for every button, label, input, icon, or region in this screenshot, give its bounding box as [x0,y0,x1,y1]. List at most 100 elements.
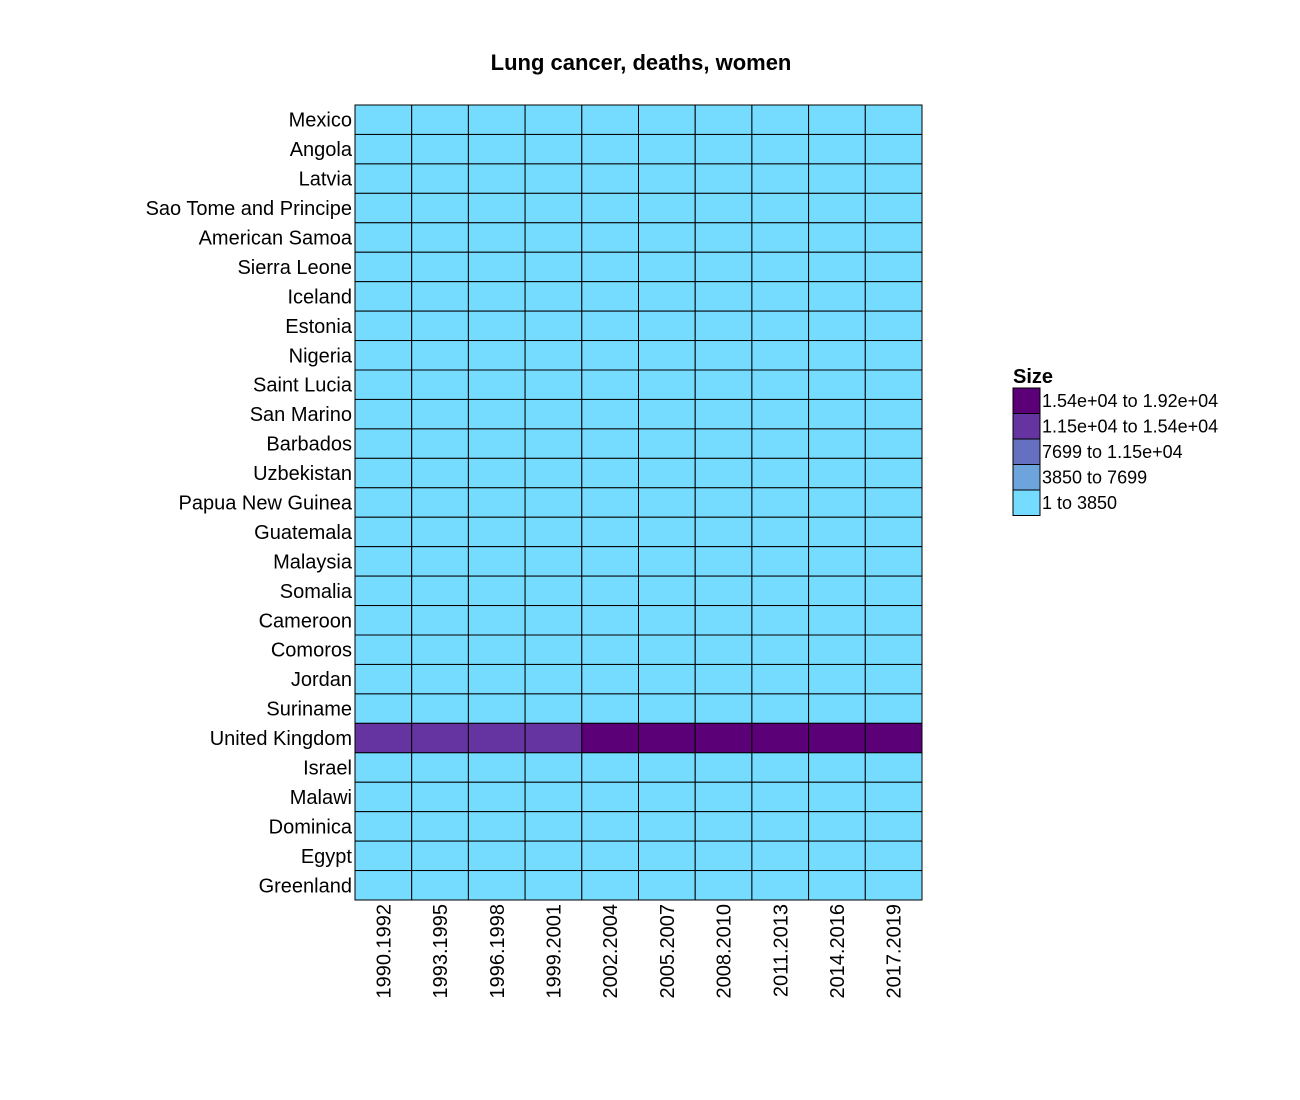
heatmap-cell [694,163,753,194]
heatmap-cell [411,222,469,253]
heatmap-cell [751,840,810,872]
legend-label: 1.15e+04 to 1.54e+04 [1042,416,1218,436]
heatmap-cell [581,840,639,872]
heatmap-cell [411,752,469,783]
heatmap-cell [581,281,639,312]
heatmap-cell [467,752,526,783]
y-tick-label: Cameroon [259,610,352,632]
heatmap-cell [354,192,413,224]
heatmap-cell [411,398,469,430]
heatmap-cell [808,192,866,224]
heatmap-cell [638,811,696,842]
heatmap-cell [524,281,583,312]
heatmap-cell [354,516,413,548]
heatmap-cell [808,281,866,312]
heatmap-cell [808,693,866,724]
heatmap-cell [694,752,753,783]
heatmap-cell [864,222,923,253]
heatmap-cell [524,398,583,430]
y-tick-label: Barbados [266,434,352,456]
heatmap-cell [864,104,923,135]
heatmap-cell [864,870,923,901]
heatmap-cell [354,251,413,283]
heatmap-cell [864,398,923,430]
heatmap-cell [467,281,526,312]
legend-label: 7699 to 1.15e+04 [1042,442,1183,462]
heatmap-cell [467,192,526,224]
heatmap-cell [581,870,639,901]
heatmap-cell [524,133,583,165]
heatmap-cell [694,457,753,489]
heatmap-cell [864,133,923,165]
heatmap-cell [354,457,413,489]
heatmap-cell [354,546,413,577]
y-tick-label: Papua New Guinea [179,493,353,515]
heatmap-cell [751,251,810,283]
heatmap-cell [808,870,866,901]
heatmap-cell [524,457,583,489]
legend-swatch [1012,464,1041,491]
heatmap-cell [411,634,469,665]
heatmap-cell [524,222,583,253]
heatmap-cell [524,781,583,813]
heatmap-cell [638,310,696,342]
heatmap-cell [467,575,526,607]
heatmap-cell [808,811,866,842]
heatmap-cell [638,781,696,813]
heatmap-cell [751,222,810,253]
heatmap-cell [581,133,639,165]
heatmap-cell [638,133,696,165]
legend-swatch [1012,413,1041,440]
heatmap-cell [864,516,923,548]
heatmap-cell [411,104,469,135]
legend-label: 1 to 3850 [1042,493,1117,513]
y-tick-label: Estonia [285,316,353,338]
heatmap-cell [751,428,810,459]
heatmap-cell [467,398,526,430]
heatmap-cell [694,722,753,754]
heatmap-cell [638,546,696,577]
heatmap-cell [354,840,413,872]
heatmap-cell [638,457,696,489]
y-tick-label: American Samoa [199,228,353,250]
x-tick-label: 1999.2001 [543,904,565,999]
heatmap-cell [524,163,583,194]
heatmap-cell [524,340,583,371]
heatmap-cell [354,133,413,165]
heatmap-cell [354,575,413,607]
heatmap-cell [864,192,923,224]
heatmap-cell [467,840,526,872]
heatmap-cell [751,104,810,135]
heatmap-cell [354,428,413,459]
heatmap-cell [581,663,639,695]
heatmap-cell [411,840,469,872]
heatmap-cell [638,605,696,636]
heatmap-cell [638,104,696,135]
heatmap-cell [638,340,696,371]
heatmap-cell [524,310,583,342]
x-tick-label: 2005.2007 [657,904,679,999]
legend-swatch [1012,387,1041,414]
heatmap-cell [751,575,810,607]
heatmap-cell [411,575,469,607]
heatmap-cell [467,781,526,813]
heatmap-cell [411,811,469,842]
heatmap-cell [581,428,639,459]
heatmap-cell [694,605,753,636]
heatmap-cell [467,634,526,665]
heatmap-cell [411,546,469,577]
heatmap-cell [808,457,866,489]
heatmap-cell [411,163,469,194]
heatmap-cell [354,104,413,135]
heatmap-cell [864,546,923,577]
heatmap-cell [808,605,866,636]
heatmap-cell [694,104,753,135]
heatmap-cell [524,575,583,607]
x-tick-label: 2011.2013 [770,904,792,997]
heatmap-cell [638,281,696,312]
heatmap-cell [411,781,469,813]
heatmap-cell [638,634,696,665]
heatmap-cell [864,281,923,312]
heatmap-cell [524,870,583,901]
heatmap-cell [808,840,866,872]
